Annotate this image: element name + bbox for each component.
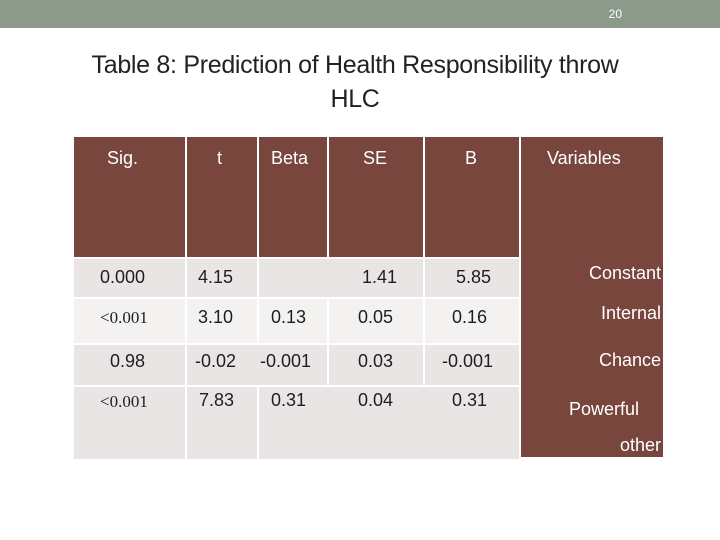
slide-title: Table 8: Prediction of Health Responsibi… [20,48,690,116]
variable-other: other [619,435,661,455]
title-line-1: Table 8: Prediction of Health Responsibi… [91,51,619,79]
header-t: t [187,137,259,259]
row-chance-beta: -0.001 [259,345,329,387]
header-sig: Sig. [74,137,187,259]
variable-powerful: Powerful [569,399,640,419]
row-internal-b: 0.16 [425,299,521,345]
row-powerful-beta: 0.31 [259,387,329,459]
row-internal-sig: <0.001 [74,299,187,345]
row-internal-beta: 0.13 [259,299,329,345]
row-powerful-b: 0.31 [425,387,521,459]
top-bar: 20 [0,0,720,28]
row-constant-se: 1.41 [329,259,425,299]
row-internal-t: 3.10 [187,299,259,345]
variables-column: Variables Constant Internal Chance Power… [521,137,663,459]
variable-chance: Chance [598,350,661,370]
title-line-2: HLC [330,85,380,113]
header-beta: Beta [259,137,329,259]
row-constant-beta [259,259,329,299]
header-variables: Variables [547,148,621,168]
row-constant-sig: 0.000 [74,259,187,299]
row-powerful-sig: <0.001 [74,387,187,459]
variable-internal: Internal [600,303,661,323]
row-chance-b: -0.001 [425,345,521,387]
variable-constant: Constant [588,263,661,283]
row-powerful-se: 0.04 [329,387,425,459]
header-b: B [425,137,521,259]
row-internal-se: 0.05 [329,299,425,345]
header-se: SE [329,137,425,259]
row-chance-t: -0.02 [187,345,259,387]
row-constant-b: 5.85 [425,259,521,299]
row-constant-t: 4.15 [187,259,259,299]
slide-number: 20 [608,7,622,21]
row-chance-se: 0.03 [329,345,425,387]
row-chance-sig: 0.98 [74,345,187,387]
row-powerful-t: 7.83 [187,387,259,459]
